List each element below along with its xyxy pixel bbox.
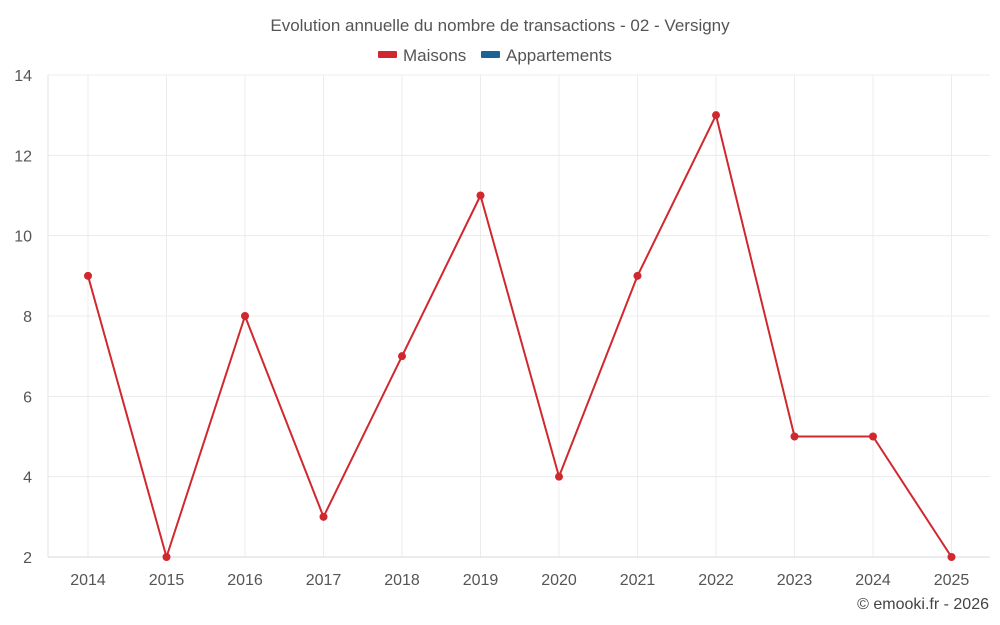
data-point-2015[interactable]	[162, 553, 171, 561]
x-tick-label-2015: 2015	[149, 572, 185, 589]
x-tick-label-2024: 2024	[855, 572, 891, 589]
legend-label-maisons: Maisons	[403, 46, 466, 65]
y-tick-label-8: 8	[23, 309, 32, 326]
data-point-2021[interactable]	[633, 271, 642, 280]
y-tick-label-10: 10	[14, 229, 32, 246]
data-point-2023[interactable]	[790, 432, 799, 441]
x-tick-label-2018: 2018	[384, 572, 420, 589]
data-point-2024[interactable]	[869, 432, 877, 441]
series-line-maisons	[87, 114, 953, 558]
legend-label-appartements: Appartements	[506, 46, 612, 65]
axes: 2 4 6 8 10 12 14 2014 2015 2016 2017 2018 2019 2020 20…	[14, 68, 990, 589]
x-tick-label-2017: 2017	[306, 572, 342, 589]
x-tick-label-2014: 2014	[70, 572, 106, 589]
y-tick-label-4: 4	[23, 470, 32, 487]
legend-item-appartements[interactable]: Appartements	[481, 46, 612, 65]
data-point-2014[interactable]	[84, 271, 92, 280]
data-point-2020[interactable]	[555, 472, 563, 481]
legend-swatch-appartements	[481, 51, 500, 58]
legend-swatch-maisons	[378, 51, 397, 58]
data-point-2019[interactable]	[476, 191, 485, 200]
data-point-2017[interactable]	[319, 512, 328, 521]
y-tick-label-2: 2	[23, 550, 32, 567]
x-tick-label-2019: 2019	[463, 572, 499, 589]
legend-item-maisons[interactable]: Maisons	[378, 46, 466, 65]
x-tick-label-2025: 2025	[934, 572, 970, 589]
data-point-2025[interactable]	[947, 553, 956, 561]
legend: Maisons Appartements	[378, 46, 612, 65]
data-point-2016[interactable]	[241, 312, 249, 320]
x-tick-label-2023: 2023	[777, 572, 813, 589]
y-tick-label-14: 14	[14, 68, 32, 85]
x-tick-label-2022: 2022	[698, 572, 734, 589]
chart-title: Evolution annuelle du nombre de transact…	[270, 16, 730, 35]
y-tick-label-12: 12	[14, 148, 32, 165]
series-maisons	[84, 111, 956, 561]
x-tick-label-2020: 2020	[541, 572, 577, 589]
data-point-2022[interactable]	[712, 111, 720, 120]
credit-text: © emooki.fr - 2026	[857, 596, 989, 613]
x-tick-label-2021: 2021	[620, 572, 656, 589]
x-tick-label-2016: 2016	[227, 572, 263, 589]
y-tick-label-6: 6	[23, 389, 32, 406]
data-point-2018[interactable]	[398, 352, 406, 361]
